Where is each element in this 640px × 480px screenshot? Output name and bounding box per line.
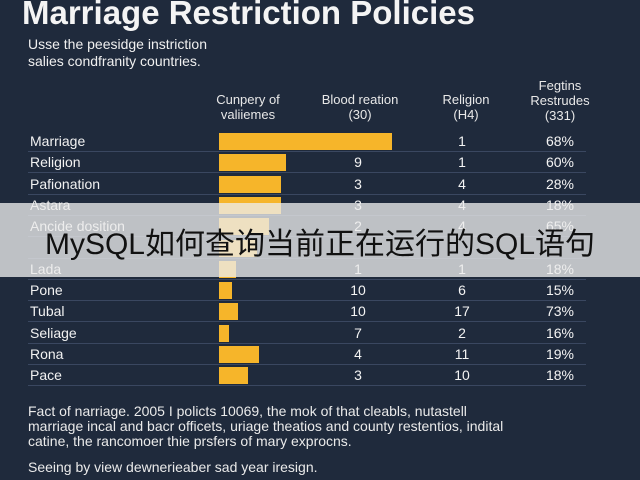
table-row-divider	[28, 172, 586, 174]
cell-blood: 7	[354, 324, 362, 341]
cell-blood: 9	[354, 154, 362, 171]
table-row-divider	[28, 364, 586, 365]
cell-religion: 2	[458, 324, 466, 341]
table-row-divider	[28, 321, 586, 323]
table-row-divider	[28, 385, 586, 387]
row-label: Tubal	[30, 303, 65, 320]
row-bar	[219, 303, 238, 321]
cell-religion: 10	[454, 367, 470, 384]
row-label: Pone	[30, 282, 63, 299]
cell-religion: 17	[454, 303, 470, 320]
column-header-category: Cunpery of valiiemes	[216, 92, 280, 122]
table-row-divider	[28, 151, 586, 152]
row-bar	[219, 133, 392, 150]
table-row-divider	[28, 278, 586, 280]
watermark-banner-text: MySQL如何查询当前正在运行的SQL语句	[44, 228, 596, 261]
chart-caption: Seeing by view dewnerieaber sad year ire…	[28, 459, 318, 475]
cell-blood: 10	[350, 282, 366, 299]
row-bar	[219, 324, 229, 342]
cell-restr: 68%	[545, 133, 575, 149]
cell-religion: 1	[458, 133, 466, 149]
row-label: Seliage	[30, 324, 77, 341]
row-bar	[219, 282, 232, 300]
cell-religion: 6	[458, 282, 466, 299]
chart-footnote: Fact of narriage. 2005 I policts 10069, …	[28, 403, 504, 449]
cell-restr: 73%	[545, 303, 575, 320]
cell-religion: 1	[458, 154, 466, 171]
table-row-divider	[28, 342, 586, 344]
cell-religion: 11	[454, 346, 470, 362]
column-header-religion: Religion (H4)	[442, 92, 490, 122]
cell-blood: 4	[354, 346, 362, 362]
cell-restr: 28%	[545, 175, 575, 192]
row-bar	[219, 175, 281, 193]
watermark-banner	[0, 203, 640, 277]
cell-blood: 3	[354, 367, 362, 384]
cell-blood: 10	[350, 303, 366, 320]
row-bar	[219, 154, 286, 172]
cell-blood: 3	[354, 175, 362, 192]
cell-restr: 15%	[545, 282, 575, 299]
chart-subtitle: Usse the peesidge instriction salies con…	[28, 36, 207, 69]
chart-title: Marriage Restriction Policies	[22, 0, 475, 31]
row-bar	[219, 346, 259, 363]
row-label: Pafionation	[30, 175, 101, 192]
cell-restr: 18%	[545, 367, 575, 384]
column-header-blood-relation: Blood reation (30)	[321, 92, 399, 122]
table-row-divider	[28, 193, 586, 195]
row-label: Pace	[30, 367, 62, 384]
cell-religion: 4	[458, 175, 466, 192]
row-label: Religion	[30, 154, 81, 171]
row-label: Marriage	[30, 133, 86, 149]
cell-restr: 60%	[545, 154, 575, 171]
column-header-restrictions: Fegtins Restrudes (331)	[530, 78, 590, 123]
row-label: Rona	[30, 346, 64, 362]
cell-restr: 16%	[545, 324, 575, 341]
table-row-divider	[28, 300, 586, 302]
row-bar	[219, 367, 248, 385]
cell-restr: 19%	[545, 346, 575, 362]
